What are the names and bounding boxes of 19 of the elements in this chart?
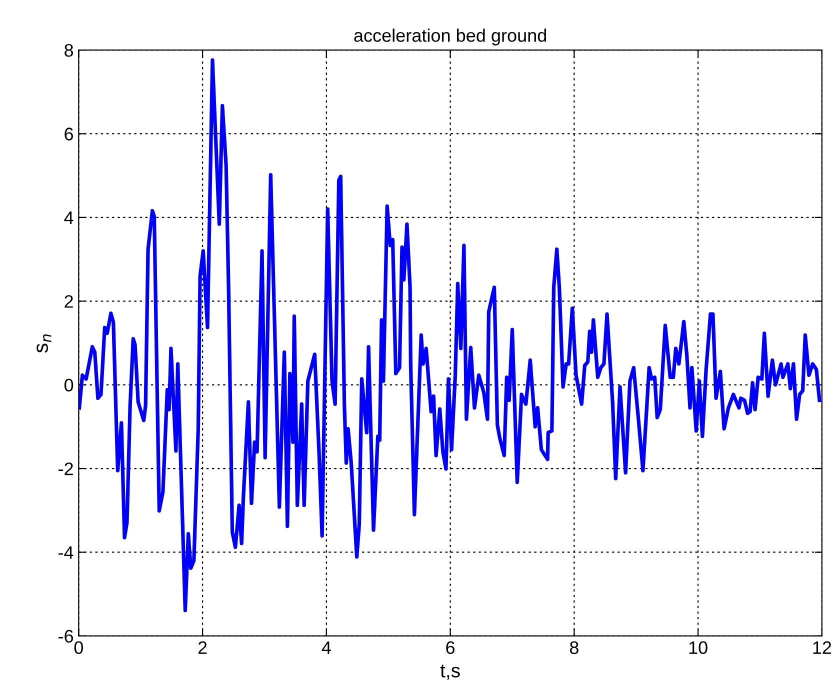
y-tick-label: -2 <box>58 462 73 476</box>
x-tick-label: 0 <box>74 641 83 654</box>
x-tick-label: 6 <box>446 641 455 654</box>
y-tick-label: 4 <box>64 212 74 224</box>
y-tick-label: 6 <box>64 128 74 140</box>
y-tick-label: 0 <box>64 378 74 392</box>
x-tick-label: 4 <box>322 641 331 654</box>
chart-title: acceleration bed ground <box>354 28 546 46</box>
y-tick-label: -6 <box>58 630 74 643</box>
x-axis-title: t,s <box>440 664 460 680</box>
y-tick-label: 8 <box>64 44 74 57</box>
x-tick-label: 10 <box>689 641 708 654</box>
y-tick-label: 2 <box>64 295 73 308</box>
line-series <box>78 58 822 612</box>
x-tick-label: 12 <box>813 641 832 654</box>
x-tick-label: 2 <box>198 641 207 654</box>
y-tick-label: -4 <box>58 546 74 559</box>
y-axis-title: s$_{n}$ <box>36 334 52 353</box>
x-tick-label: 8 <box>570 641 578 654</box>
